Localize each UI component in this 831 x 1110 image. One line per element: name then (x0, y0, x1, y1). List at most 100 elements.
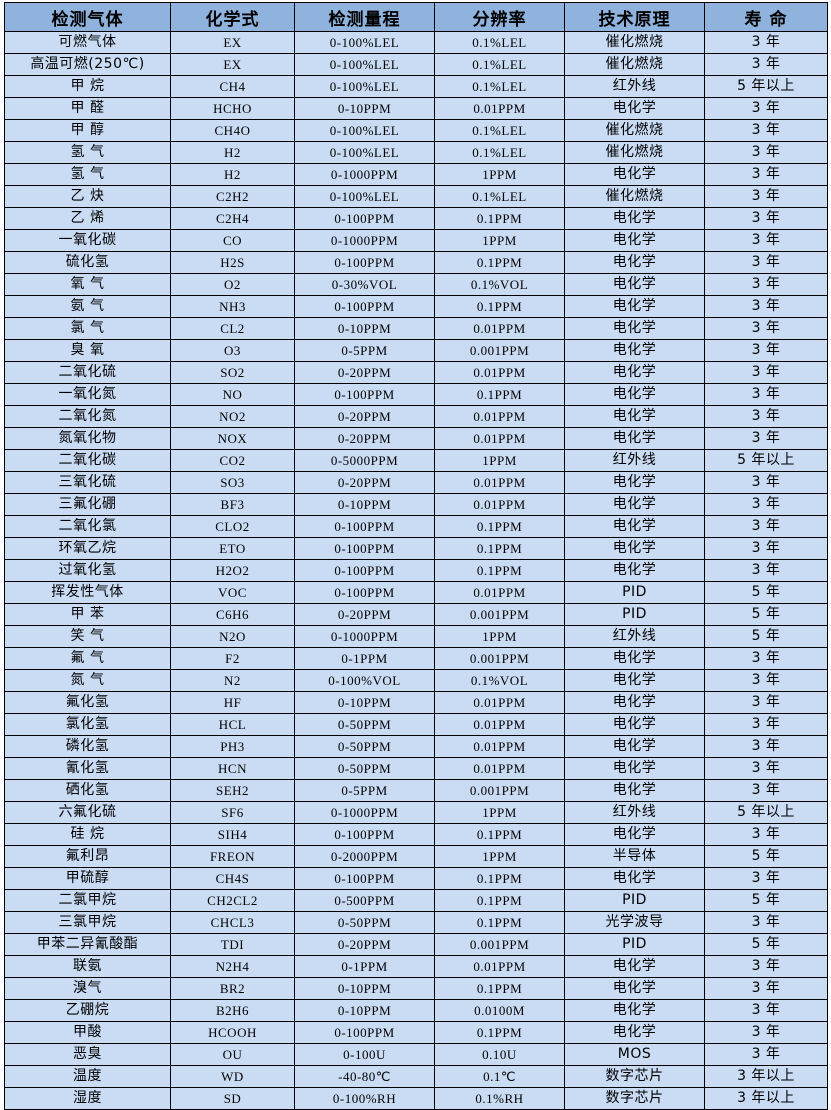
cell-range: 0-100PPM (294, 383, 435, 406)
cell-formula: OU (170, 1043, 295, 1066)
cell-technology: 红外线 (564, 625, 705, 648)
cell-lifespan: 5 年以上 (704, 449, 828, 472)
cell-range: 0-100U (294, 1043, 435, 1066)
cell-range: 0-100%LEL (294, 75, 435, 98)
cell-formula: CHCL3 (170, 911, 295, 934)
cell-lifespan: 3 年 (704, 405, 828, 428)
column-header-gas: 检测气体 (4, 2, 171, 32)
cell-range: 0-100%LEL (294, 31, 435, 54)
table-row: 一氧化氮 NO 0-100PPM 0.1PPM 电化学 3 年 (4, 383, 828, 406)
cell-formula: SF6 (170, 801, 295, 824)
cell-gas: 二氧化硫 (4, 361, 171, 384)
cell-resolution: 0.001PPM (434, 933, 565, 956)
table-row: 一氧化碳 CO 0-1000PPM 1PPM 电化学 3 年 (4, 229, 828, 252)
cell-lifespan: 3 年 (704, 911, 828, 934)
cell-gas: 六氟化硫 (4, 801, 171, 824)
cell-resolution: 0.1PPM (434, 977, 565, 1000)
cell-resolution: 0.001PPM (434, 779, 565, 802)
cell-lifespan: 3 年 (704, 669, 828, 692)
cell-range: 0-1000PPM (294, 625, 435, 648)
cell-lifespan: 3 年 (704, 1043, 828, 1066)
table-row: 磷化氢 PH3 0-50PPM 0.01PPM 电化学 3 年 (4, 735, 828, 758)
cell-formula: CH4O (170, 119, 295, 142)
cell-formula: PH3 (170, 735, 295, 758)
cell-technology: 电化学 (564, 383, 705, 406)
cell-technology: PID (564, 889, 705, 912)
cell-gas: 氟利昂 (4, 845, 171, 868)
cell-technology: 电化学 (564, 713, 705, 736)
cell-formula: HCN (170, 757, 295, 780)
table-row: 温度 WD -40-80℃ 0.1℃ 数字芯片 3 年以上 (4, 1065, 828, 1088)
cell-range: 0-20PPM (294, 405, 435, 428)
cell-formula: O2 (170, 273, 295, 296)
table-row: 二氧化氮 NO2 0-20PPM 0.01PPM 电化学 3 年 (4, 405, 828, 428)
cell-range: 0-5PPM (294, 339, 435, 362)
cell-lifespan: 3 年 (704, 295, 828, 318)
cell-technology: 数字芯片 (564, 1087, 705, 1110)
cell-gas: 磷化氢 (4, 735, 171, 758)
cell-range: 0-100PPM (294, 867, 435, 890)
cell-formula: B2H6 (170, 999, 295, 1022)
cell-resolution: 1PPM (434, 801, 565, 824)
cell-formula: N2H4 (170, 955, 295, 978)
cell-technology: 催化燃烧 (564, 31, 705, 54)
cell-resolution: 0.01PPM (434, 427, 565, 450)
cell-lifespan: 5 年以上 (704, 75, 828, 98)
table-row: 氧 气 O2 0-30%VOL 0.1%VOL 电化学 3 年 (4, 273, 828, 296)
cell-resolution: 0.1℃ (434, 1065, 565, 1088)
cell-lifespan: 5 年 (704, 845, 828, 868)
cell-technology: 电化学 (564, 273, 705, 296)
cell-technology: 电化学 (564, 757, 705, 780)
cell-gas: 笑 气 (4, 625, 171, 648)
table-row: 氟 气 F2 0-1PPM 0.001PPM 电化学 3 年 (4, 647, 828, 670)
table-row: 氟利昂 FREON 0-2000PPM 1PPM 半导体 5 年 (4, 845, 828, 868)
cell-resolution: 0.01PPM (434, 493, 565, 516)
cell-range: 0-100%VOL (294, 669, 435, 692)
table-row: 硫化氢 H2S 0-100PPM 0.1PPM 电化学 3 年 (4, 251, 828, 274)
cell-range: 0-30%VOL (294, 273, 435, 296)
cell-technology: 红外线 (564, 75, 705, 98)
cell-range: 0-1000PPM (294, 163, 435, 186)
cell-formula: HCL (170, 713, 295, 736)
cell-lifespan: 5 年以上 (704, 801, 828, 824)
cell-technology: 电化学 (564, 1021, 705, 1044)
table-row: 臭 氧 O3 0-5PPM 0.001PPM 电化学 3 年 (4, 339, 828, 362)
cell-technology: 红外线 (564, 801, 705, 824)
cell-gas: 氯 气 (4, 317, 171, 340)
cell-range: 0-100PPM (294, 515, 435, 538)
cell-gas: 氰化氢 (4, 757, 171, 780)
cell-gas: 臭 氧 (4, 339, 171, 362)
cell-lifespan: 5 年 (704, 603, 828, 626)
cell-formula: CL2 (170, 317, 295, 340)
cell-technology: 光学波导 (564, 911, 705, 934)
cell-resolution: 0.1PPM (434, 911, 565, 934)
cell-gas: 甲硫醇 (4, 867, 171, 890)
table-row: 溴气 BR2 0-10PPM 0.1PPM 电化学 3 年 (4, 977, 828, 1000)
cell-resolution: 0.01PPM (434, 757, 565, 780)
cell-range: 0-1000PPM (294, 229, 435, 252)
cell-resolution: 0.01PPM (434, 97, 565, 120)
table-row: 可燃气体 EX 0-100%LEL 0.1%LEL 催化燃烧 3 年 (4, 31, 828, 54)
cell-technology: 数字芯片 (564, 1065, 705, 1088)
table-row: 乙硼烷 B2H6 0-10PPM 0.0100M 电化学 3 年 (4, 999, 828, 1022)
cell-range: 0-100PPM (294, 295, 435, 318)
cell-gas: 环氧乙烷 (4, 537, 171, 560)
cell-formula: C2H4 (170, 207, 295, 230)
cell-resolution: 0.1PPM (434, 207, 565, 230)
cell-lifespan: 3 年 (704, 867, 828, 890)
table-row: 乙 炔 C2H2 0-100%LEL 0.1%LEL 催化燃烧 3 年 (4, 185, 828, 208)
cell-resolution: 0.1PPM (434, 295, 565, 318)
cell-formula: SEH2 (170, 779, 295, 802)
table-row: 甲苯二异氰酸酯 TDI 0-20PPM 0.001PPM PID 5 年 (4, 933, 828, 956)
cell-technology: 电化学 (564, 779, 705, 802)
cell-range: 0-50PPM (294, 713, 435, 736)
cell-formula: CO (170, 229, 295, 252)
cell-formula: N2 (170, 669, 295, 692)
cell-resolution: 0.01PPM (434, 713, 565, 736)
cell-lifespan: 3 年 (704, 471, 828, 494)
cell-lifespan: 3 年 (704, 97, 828, 120)
table-row: 二氧化硫 SO2 0-20PPM 0.01PPM 电化学 3 年 (4, 361, 828, 384)
cell-resolution: 0.01PPM (434, 955, 565, 978)
cell-lifespan: 3 年 (704, 537, 828, 560)
cell-resolution: 0.1PPM (434, 383, 565, 406)
